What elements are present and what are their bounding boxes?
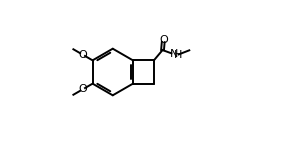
Text: O: O [78, 50, 87, 60]
Text: O: O [78, 84, 87, 94]
Text: N: N [170, 49, 179, 59]
Text: H: H [174, 50, 182, 60]
Text: O: O [159, 35, 168, 44]
